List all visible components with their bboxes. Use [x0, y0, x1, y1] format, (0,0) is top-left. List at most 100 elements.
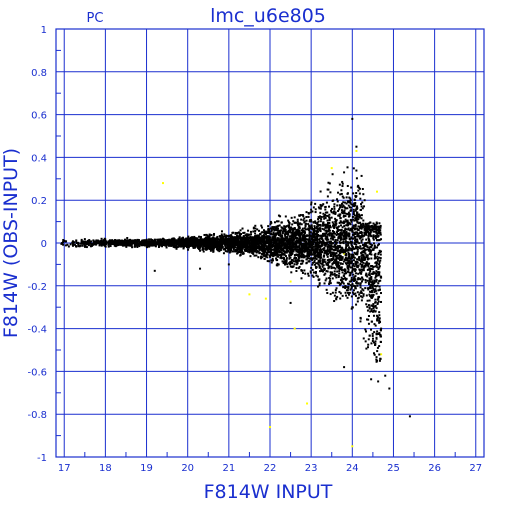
data-point	[104, 242, 107, 245]
data-point	[353, 251, 356, 254]
data-point	[342, 201, 345, 204]
data-point	[312, 261, 315, 264]
data-point	[238, 233, 241, 236]
data-point	[81, 242, 84, 245]
data-point	[264, 255, 267, 258]
data-point	[325, 277, 328, 280]
data-point	[323, 243, 326, 246]
data-point	[341, 182, 344, 185]
data-point	[366, 245, 369, 248]
data-point	[309, 253, 312, 256]
data-point	[326, 235, 329, 238]
data-point	[341, 277, 344, 280]
data-point	[295, 253, 298, 256]
data-point	[374, 304, 377, 307]
data-point	[358, 187, 361, 190]
data-point	[186, 246, 189, 249]
data-point	[265, 245, 268, 248]
data-point	[354, 194, 357, 197]
data-point	[369, 230, 372, 233]
data-point	[264, 243, 267, 246]
data-point	[250, 246, 253, 249]
data-point	[148, 244, 151, 247]
data-point	[350, 247, 353, 250]
data-point	[274, 243, 277, 246]
data-point	[183, 243, 186, 246]
data-point	[249, 244, 252, 247]
data-point	[317, 256, 320, 259]
data-point	[276, 264, 279, 267]
data-point	[315, 237, 318, 240]
data-point	[369, 221, 372, 224]
data-point	[376, 233, 379, 236]
data-point	[184, 238, 187, 241]
data-point	[104, 245, 107, 248]
data-point	[266, 231, 269, 234]
data-point	[374, 252, 377, 255]
data-point	[310, 266, 313, 269]
data-point	[360, 205, 363, 208]
data-point	[375, 227, 378, 230]
data-point	[354, 209, 357, 212]
data-point	[288, 257, 291, 260]
data-point	[240, 247, 243, 250]
data-point	[348, 213, 351, 216]
data-point	[327, 181, 330, 184]
data-point	[351, 306, 354, 309]
data-point	[293, 227, 296, 230]
data-point	[379, 229, 382, 232]
data-point	[342, 220, 345, 223]
data-point	[275, 220, 278, 223]
data-point	[302, 256, 305, 259]
data-point	[272, 251, 275, 254]
data-point	[288, 254, 291, 257]
data-point	[276, 237, 279, 240]
data-point	[279, 215, 282, 218]
data-point	[314, 202, 317, 205]
outlier-point	[343, 252, 346, 255]
data-point	[307, 227, 310, 230]
data-point	[344, 256, 347, 259]
data-point	[148, 238, 151, 241]
data-point	[334, 267, 337, 270]
data-point	[344, 207, 347, 210]
data-point	[301, 227, 304, 230]
data-point	[295, 221, 298, 224]
data-point	[248, 241, 251, 244]
data-point	[187, 245, 190, 248]
outlier-point	[162, 182, 164, 185]
data-point	[282, 243, 285, 246]
data-point	[275, 229, 278, 232]
data-point	[284, 215, 287, 218]
data-point	[143, 239, 146, 242]
data-point	[366, 305, 369, 308]
data-point	[236, 249, 239, 252]
data-point	[173, 246, 176, 249]
data-point	[213, 239, 216, 242]
data-point	[221, 234, 224, 237]
data-point	[126, 239, 129, 242]
data-point	[312, 241, 315, 244]
data-point	[298, 265, 301, 268]
data-point	[281, 244, 284, 247]
data-point	[305, 244, 308, 247]
data-point	[133, 244, 136, 247]
data-point	[219, 248, 222, 251]
data-point	[346, 184, 349, 187]
data-point	[366, 229, 369, 232]
data-point	[138, 245, 141, 248]
data-point	[408, 415, 411, 418]
data-point	[222, 235, 225, 238]
data-point	[325, 263, 328, 266]
data-point	[370, 275, 373, 278]
data-point	[355, 145, 358, 148]
data-point	[366, 268, 369, 271]
data-point	[220, 240, 223, 243]
data-point	[277, 263, 280, 266]
data-point	[296, 218, 299, 221]
data-point	[280, 237, 283, 240]
data-point	[374, 275, 377, 278]
data-point	[84, 244, 87, 247]
data-point	[336, 232, 339, 235]
data-point	[224, 250, 227, 253]
